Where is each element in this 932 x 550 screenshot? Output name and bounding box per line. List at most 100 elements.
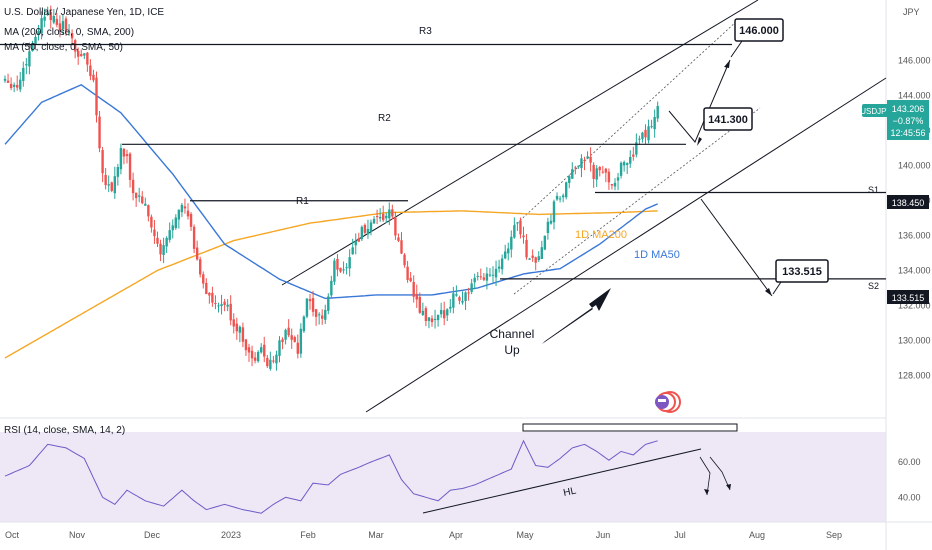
candle-body — [507, 248, 510, 254]
candle-body — [592, 164, 595, 179]
candle-body — [488, 274, 492, 276]
candle-body — [235, 323, 238, 332]
candle-body — [98, 116, 101, 149]
candle-body — [116, 167, 120, 177]
target-141-text: 141.300 — [708, 114, 748, 126]
candle-body — [159, 243, 162, 255]
candle-body — [391, 209, 394, 217]
candle-body — [144, 203, 147, 206]
candle-body — [131, 179, 135, 194]
candle-body — [604, 168, 608, 173]
rsi-legend[interactable]: RSI (14, close, SMA, 14, 2) — [4, 425, 126, 436]
candle-body — [177, 209, 181, 220]
candle-body — [418, 296, 421, 313]
candle-body — [443, 310, 446, 319]
candle-body — [629, 156, 632, 164]
candle-body — [3, 78, 7, 81]
channel-lower-line — [365, 77, 887, 413]
candle-body — [122, 148, 126, 157]
candle-body — [305, 298, 309, 317]
candle-body — [119, 148, 123, 170]
candle-body — [256, 351, 260, 362]
rsi-series-line — [4, 439, 658, 514]
price-tick-label: 136.000 — [898, 230, 931, 240]
candle-body — [336, 258, 339, 270]
candle-body — [55, 18, 59, 25]
candle-body — [296, 342, 299, 354]
candle-body — [586, 156, 589, 159]
candle-body — [571, 169, 574, 179]
ma50-legend[interactable]: MA (50, close, 0, SMA, 50) — [4, 42, 123, 53]
rsi-axis: 60.00 40.00 — [898, 457, 921, 502]
price-tick-label: 144.000 — [898, 90, 931, 100]
inner-channel-upper — [513, 19, 739, 227]
s2-price-tag — [887, 290, 929, 304]
candle-body — [64, 18, 68, 31]
channel-label-line1: Channel — [490, 327, 535, 341]
candle-body — [46, 12, 49, 15]
candle-body — [574, 167, 577, 169]
candle-body — [153, 229, 156, 237]
hl-label: HL — [562, 485, 577, 499]
candle-body — [77, 51, 80, 57]
candle-body — [205, 282, 208, 295]
candle-body — [458, 297, 461, 301]
candle-body — [162, 245, 165, 255]
candle-body — [49, 12, 52, 21]
candle-body — [549, 220, 553, 224]
candle-body — [641, 132, 644, 140]
candle-body — [406, 266, 409, 280]
candle-body — [565, 182, 568, 198]
candle-body — [192, 226, 196, 249]
candle-body — [40, 18, 43, 34]
candle-body — [150, 216, 153, 228]
candle-body — [589, 156, 592, 163]
candle-body — [626, 163, 629, 165]
candle-body — [601, 171, 604, 173]
ma200-legend[interactable]: MA (200, close, 0, SMA, 200) — [4, 27, 135, 38]
candle-body — [656, 105, 659, 119]
time-tick-label: Jun — [596, 530, 611, 540]
candle-body — [92, 74, 95, 81]
candle-body — [12, 84, 16, 87]
candle-body — [317, 314, 321, 316]
candle-body — [299, 328, 303, 354]
candle-body — [260, 347, 263, 353]
candle-body — [619, 162, 623, 176]
flag-event-icon[interactable] — [655, 391, 681, 413]
candle-body — [375, 215, 379, 218]
candle-body — [531, 255, 534, 258]
price-tick-label: 132.000 — [898, 300, 931, 310]
price-tick-label: 130.000 — [898, 335, 931, 345]
candle-body — [308, 299, 312, 302]
candle-body — [333, 260, 336, 282]
candle-body — [647, 126, 650, 141]
candle-body — [439, 310, 443, 315]
price-badge-change: −0.87% — [893, 116, 924, 126]
candle-body — [632, 154, 635, 157]
candle-body — [211, 292, 214, 303]
candle-body — [577, 165, 580, 167]
price-badge-price: 143.206 — [892, 104, 925, 114]
candle-body — [366, 229, 370, 235]
price-tick-label: 140.000 — [898, 160, 931, 170]
candle-body — [327, 296, 330, 311]
candle-body — [253, 357, 257, 361]
candle-body — [275, 354, 278, 364]
candle-body — [138, 195, 141, 197]
candle-body — [278, 340, 281, 356]
candle-body — [25, 64, 28, 66]
target-133-pointer — [772, 281, 782, 295]
s1-price-tag — [887, 195, 929, 209]
candle-body — [189, 213, 193, 227]
candle-body — [266, 357, 269, 367]
candle-body — [330, 280, 333, 296]
candle-body — [34, 36, 37, 45]
candle-body — [223, 301, 226, 306]
projection-arrowhead-up — [724, 60, 730, 68]
candle-body — [400, 240, 403, 254]
time-tick-label: Aug — [749, 530, 765, 540]
candle-body — [595, 168, 598, 180]
